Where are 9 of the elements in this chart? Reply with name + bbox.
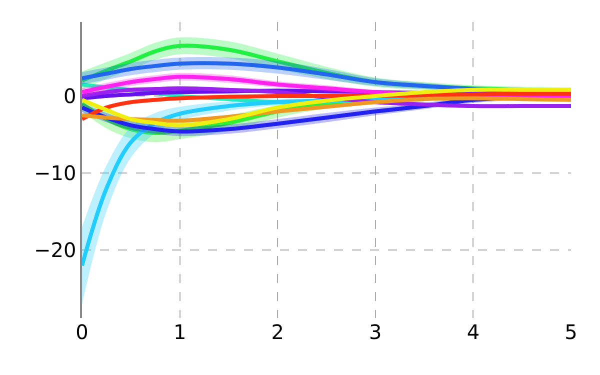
y-tick-label: −10 (34, 161, 76, 186)
x-tick-label: 2 (271, 320, 284, 344)
y-tick-label: 0 (64, 84, 76, 108)
x-tick-label: 5 (564, 320, 578, 344)
x-tick-label: 4 (466, 320, 480, 344)
y-tick-label: −20 (34, 238, 76, 262)
x-tick-label: 1 (173, 320, 186, 344)
line-series (82, 88, 571, 128)
x-tick-label: 3 (369, 320, 382, 344)
